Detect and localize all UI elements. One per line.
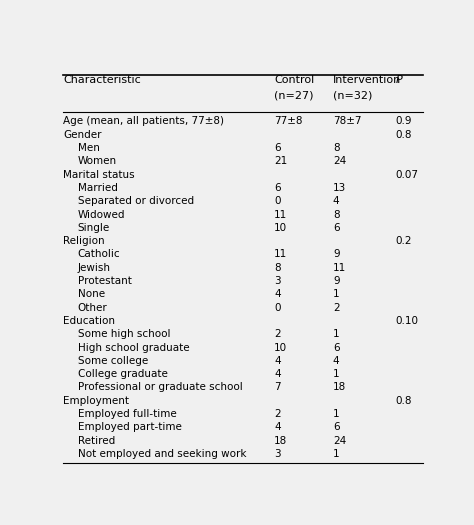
Text: 0.8: 0.8 [395, 396, 412, 406]
Text: 0.2: 0.2 [395, 236, 412, 246]
Text: 9: 9 [333, 276, 339, 286]
Text: Single: Single [78, 223, 110, 233]
Text: 1: 1 [333, 289, 339, 299]
Text: 0: 0 [274, 196, 281, 206]
Text: Professional or graduate school: Professional or graduate school [78, 382, 242, 392]
Text: 11: 11 [274, 249, 287, 259]
Text: Characteristic: Characteristic [63, 75, 141, 85]
Text: 0.8: 0.8 [395, 130, 412, 140]
Text: 1: 1 [333, 329, 339, 339]
Text: 4: 4 [274, 289, 281, 299]
Text: 0.07: 0.07 [395, 170, 419, 180]
Text: Married: Married [78, 183, 118, 193]
Text: 10: 10 [274, 342, 287, 352]
Text: 8: 8 [333, 143, 339, 153]
Text: Intervention: Intervention [333, 75, 401, 85]
Text: 0: 0 [274, 302, 281, 312]
Text: 0.10: 0.10 [395, 316, 419, 326]
Text: 4: 4 [274, 422, 281, 433]
Text: Not employed and seeking work: Not employed and seeking work [78, 449, 246, 459]
Text: Men: Men [78, 143, 100, 153]
Text: Other: Other [78, 302, 108, 312]
Text: 7: 7 [274, 382, 281, 392]
Text: 1: 1 [333, 409, 339, 419]
Text: High school graduate: High school graduate [78, 342, 189, 352]
Text: 13: 13 [333, 183, 346, 193]
Text: Employed full-time: Employed full-time [78, 409, 176, 419]
Text: 6: 6 [333, 422, 339, 433]
Text: 18: 18 [333, 382, 346, 392]
Text: 6: 6 [333, 223, 339, 233]
Text: 1: 1 [333, 369, 339, 379]
Text: Women: Women [78, 156, 117, 166]
Text: 6: 6 [333, 342, 339, 352]
Text: College graduate: College graduate [78, 369, 167, 379]
Text: None: None [78, 289, 105, 299]
Text: (n=32): (n=32) [333, 90, 372, 100]
Text: 0.9: 0.9 [395, 117, 412, 127]
Text: 2: 2 [274, 409, 281, 419]
Text: Protestant: Protestant [78, 276, 131, 286]
Text: 4: 4 [333, 196, 339, 206]
Text: 24: 24 [333, 156, 346, 166]
Text: Separated or divorced: Separated or divorced [78, 196, 194, 206]
Text: Jewish: Jewish [78, 262, 110, 272]
Text: Employment: Employment [63, 396, 129, 406]
Text: Employed part-time: Employed part-time [78, 422, 182, 433]
Text: Religion: Religion [63, 236, 105, 246]
Text: 11: 11 [333, 262, 346, 272]
Text: Gender: Gender [63, 130, 101, 140]
Text: 11: 11 [274, 209, 287, 219]
Text: 21: 21 [274, 156, 287, 166]
Text: 3: 3 [274, 276, 281, 286]
Text: (n=27): (n=27) [274, 90, 314, 100]
Text: 77±8: 77±8 [274, 117, 303, 127]
Text: 6: 6 [274, 183, 281, 193]
Text: Education: Education [63, 316, 115, 326]
Text: 18: 18 [274, 436, 287, 446]
Text: 2: 2 [274, 329, 281, 339]
Text: Some high school: Some high school [78, 329, 170, 339]
Text: 4: 4 [333, 356, 339, 366]
Text: 6: 6 [274, 143, 281, 153]
Text: 24: 24 [333, 436, 346, 446]
Text: 4: 4 [274, 369, 281, 379]
Text: Age (mean, all patients, 77±8): Age (mean, all patients, 77±8) [63, 117, 224, 127]
Text: 10: 10 [274, 223, 287, 233]
Text: 78±7: 78±7 [333, 117, 362, 127]
Text: 4: 4 [274, 356, 281, 366]
Text: 2: 2 [333, 302, 339, 312]
Text: 3: 3 [274, 449, 281, 459]
Text: 9: 9 [333, 249, 339, 259]
Text: 1: 1 [333, 449, 339, 459]
Text: 8: 8 [333, 209, 339, 219]
Text: Retired: Retired [78, 436, 115, 446]
Text: Control: Control [274, 75, 314, 85]
Text: P: P [395, 75, 402, 85]
Text: Some college: Some college [78, 356, 148, 366]
Text: 8: 8 [274, 262, 281, 272]
Text: Marital status: Marital status [63, 170, 135, 180]
Text: Catholic: Catholic [78, 249, 120, 259]
Text: Widowed: Widowed [78, 209, 125, 219]
